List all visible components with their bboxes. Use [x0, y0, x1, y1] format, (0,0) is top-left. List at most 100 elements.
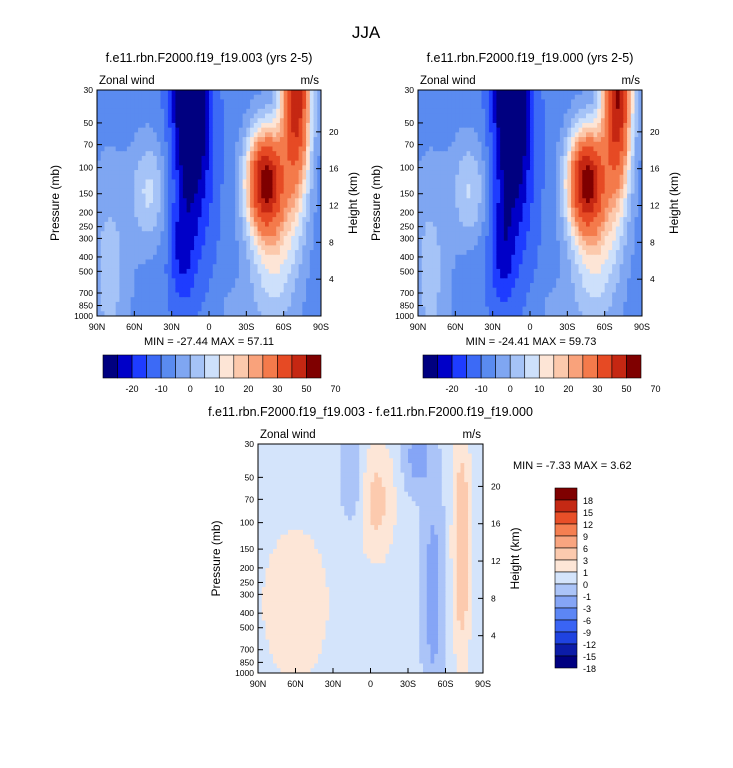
heatmap-cell [309, 141, 315, 148]
heatmap-cell [548, 170, 553, 176]
heatmap-cell [418, 179, 423, 185]
heatmap-cell [149, 141, 154, 148]
heatmap-cell [444, 231, 449, 237]
heatmap-cell [474, 165, 479, 171]
heatmap-cell [436, 90, 441, 96]
heatmap-cell [223, 297, 229, 303]
heatmap-cell [302, 141, 307, 148]
heatmap-cell [201, 235, 206, 242]
heatmap-cell [134, 250, 139, 256]
heatmap-cell [167, 217, 173, 223]
heatmap-cell [313, 259, 318, 265]
heatmap-cell [238, 217, 244, 223]
heatmap-cell [578, 94, 583, 101]
heatmap-cell [291, 273, 296, 279]
heatmap-cell [578, 198, 583, 204]
heatmap-cell [238, 198, 244, 204]
heatmap-cell [544, 151, 550, 157]
heatmap-cell [205, 240, 210, 246]
heatmap-cell [250, 301, 255, 308]
heatmap-cell [500, 146, 505, 152]
heatmap-cell [253, 174, 259, 181]
heatmap-cell [477, 146, 483, 152]
heatmap-cell [421, 174, 427, 181]
heatmap-cell [533, 127, 539, 133]
heatmap-cell [604, 132, 609, 138]
heatmap-cell [283, 127, 288, 133]
heatmap-cell [500, 231, 505, 237]
heatmap-cell [276, 273, 281, 279]
heatmap-cell [462, 160, 468, 166]
heatmap-cell [582, 127, 587, 133]
heatmap-cell [537, 217, 542, 223]
heatmap-cell [421, 188, 427, 195]
heatmap-cell [470, 235, 475, 242]
heatmap-cell [634, 108, 639, 115]
heatmap-cell [119, 151, 124, 157]
heatmap-cell [160, 273, 165, 279]
heatmap-cell [223, 240, 229, 246]
heatmap-cell [231, 188, 236, 195]
heatmap-cell [156, 184, 162, 190]
heatmap-cell [246, 259, 251, 265]
heatmap-cell [253, 108, 259, 115]
heatmap-cell [567, 203, 572, 209]
heatmap-cell [268, 231, 274, 237]
heatmap-cell [283, 193, 288, 199]
heatmap-cell [223, 94, 229, 101]
heatmap-cell [175, 259, 180, 265]
heatmap-cell [153, 179, 158, 185]
heatmap-cell [317, 240, 321, 246]
heatmap-cell [279, 203, 285, 209]
heatmap-cell [530, 174, 535, 181]
heatmap-cell [533, 207, 539, 214]
heatmap-cell [306, 141, 311, 148]
heatmap-cell [593, 99, 598, 105]
heatmap-cell [548, 94, 553, 101]
heatmap-cell [205, 113, 210, 119]
heatmap-cell [223, 207, 229, 214]
heatmap-cell [175, 118, 180, 124]
heatmap-cell [518, 179, 524, 185]
heatmap-cell [503, 94, 509, 101]
heatmap-cell [421, 203, 427, 209]
heatmap-cell [287, 113, 292, 119]
heatmap-cell [623, 99, 628, 105]
heatmap-cell [164, 108, 169, 115]
heatmap-cell [309, 250, 315, 256]
heatmap-cell [436, 198, 441, 204]
heatmap-cell [134, 94, 139, 101]
heatmap-cell [634, 221, 639, 228]
heatmap-cell [488, 184, 494, 190]
heatmap-cell [141, 160, 147, 166]
heatmap-cell [149, 207, 154, 214]
heatmap-cell [235, 212, 240, 218]
heatmap-cell [604, 231, 609, 237]
heatmap-cell [123, 179, 128, 185]
heatmap-cell [593, 165, 598, 171]
heatmap-cell [444, 170, 449, 176]
heatmap-cell [485, 240, 490, 246]
heatmap-cell [119, 268, 124, 275]
heatmap-cell [194, 165, 199, 171]
heatmap-cell [619, 94, 624, 101]
heatmap-cell [212, 254, 218, 261]
heatmap-cell [515, 141, 520, 148]
heatmap-cell [515, 108, 520, 115]
heatmap-cell [466, 174, 471, 181]
heatmap-cell [276, 132, 281, 138]
height-tick-label: 8 [329, 237, 334, 247]
heatmap-cell [608, 188, 613, 195]
heatmap-cell [496, 90, 501, 96]
heatmap-cell [582, 118, 587, 124]
heatmap-cell [608, 137, 613, 143]
heatmap-cell [556, 155, 561, 162]
heatmap-cell [160, 198, 165, 204]
heatmap-cell [586, 90, 591, 96]
heatmap-cell [515, 104, 520, 110]
heatmap-cell [294, 287, 300, 294]
heatmap-cell [190, 301, 195, 308]
heatmap-cell [276, 212, 281, 218]
heatmap-cell [167, 207, 173, 214]
heatmap-cell [238, 146, 244, 152]
